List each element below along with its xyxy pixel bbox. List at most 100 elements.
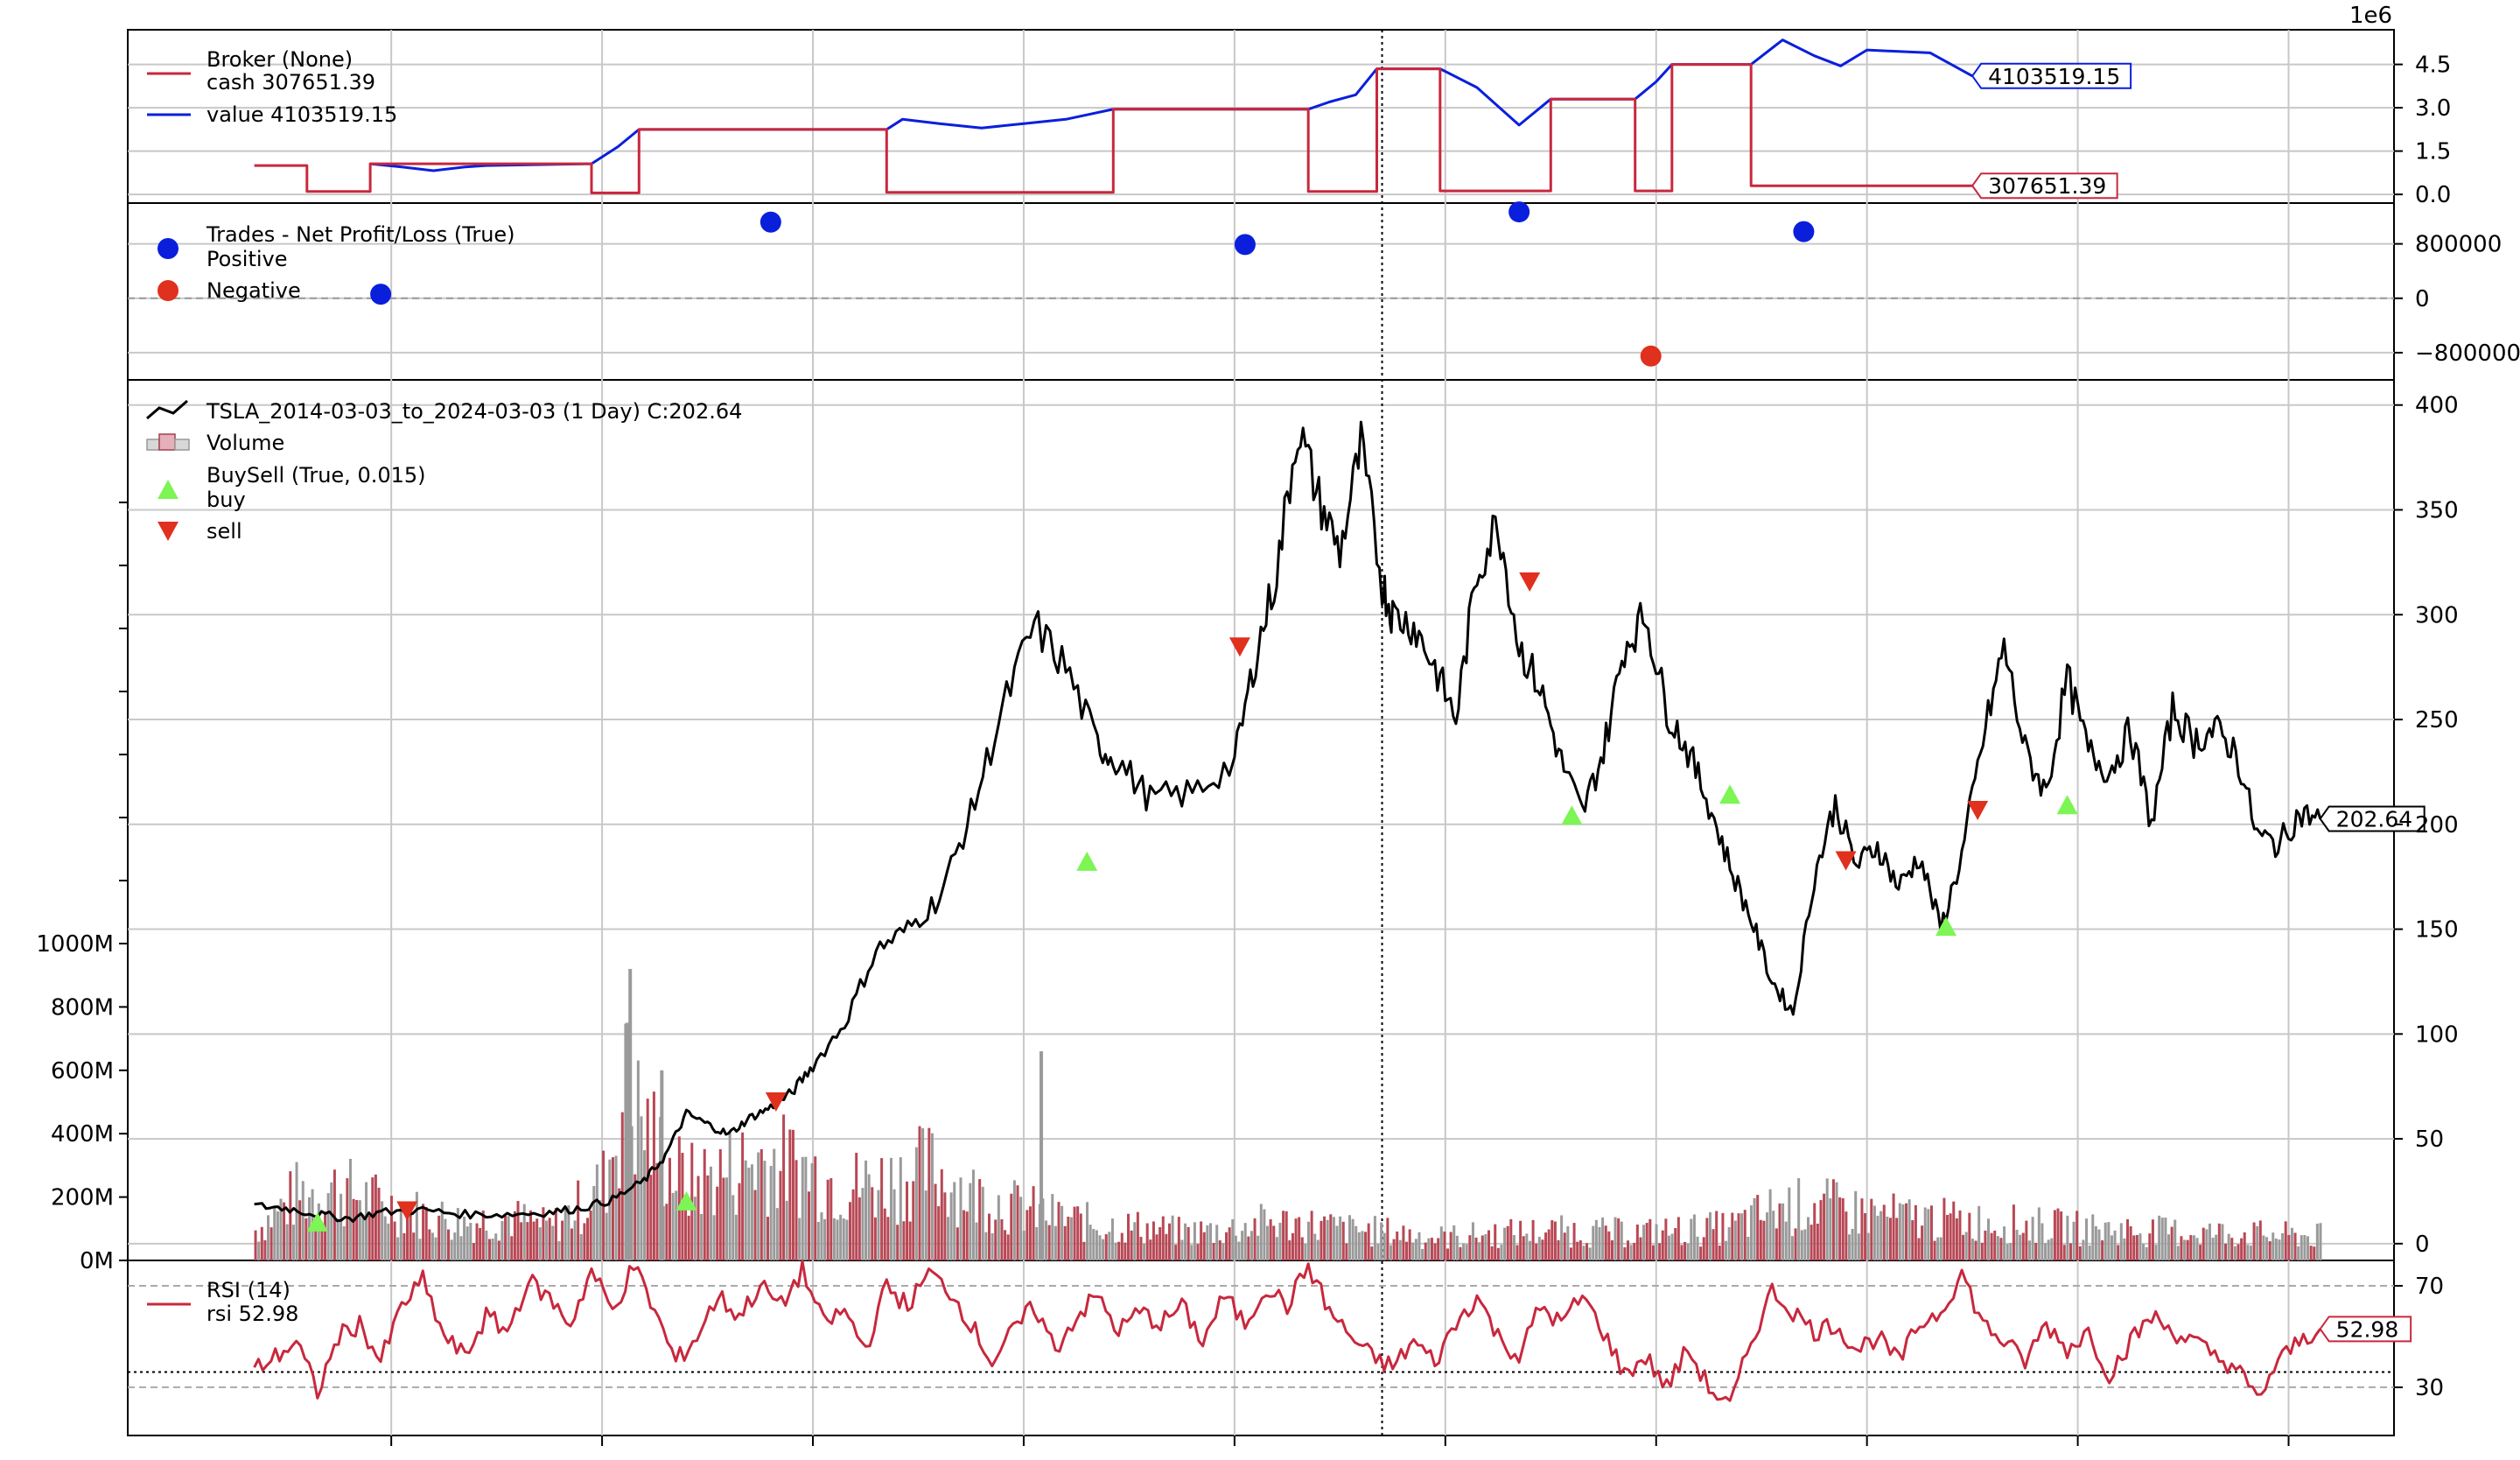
volume-bar	[1035, 1226, 1039, 1260]
volume-bar	[899, 1157, 902, 1260]
volume-bar	[1705, 1218, 1709, 1260]
axis-labels: 0.0 1.5 3.0 4.5 −800000 0 800000 0 50 100 150 200 25…	[36, 53, 2520, 1446]
volume-bar	[1212, 1243, 1215, 1260]
volume-bar	[1847, 1234, 1851, 1260]
volume-bar	[921, 1128, 925, 1260]
volume-bar	[422, 1204, 425, 1260]
volume-bar	[886, 1217, 890, 1260]
volume-bar	[896, 1225, 900, 1260]
volume-bar	[2240, 1238, 2244, 1260]
volume-bar	[254, 1230, 257, 1260]
volume-legend-swatch-mid	[158, 433, 176, 451]
volume-bar	[605, 1212, 608, 1260]
volume-bar	[301, 1181, 304, 1260]
volume-bar	[1851, 1228, 1854, 1260]
volume-bar	[1364, 1232, 1368, 1260]
volume-bar	[1617, 1218, 1620, 1260]
volume-bar	[728, 1131, 732, 1260]
volume-bar	[2145, 1246, 2148, 1260]
volume-bar	[383, 1216, 387, 1260]
volume-bar	[940, 1169, 943, 1260]
volume-bar	[528, 1210, 532, 1260]
volume-bar	[1323, 1216, 1326, 1260]
volume-bar	[1247, 1236, 1250, 1260]
buy-legend-label: buy	[206, 488, 246, 512]
volume-bar	[949, 1192, 953, 1260]
volume-bar	[883, 1208, 886, 1260]
buy-marker	[1076, 851, 1098, 871]
volume-bar	[2195, 1238, 2199, 1260]
volume-bar	[732, 1195, 735, 1260]
volume-bar	[314, 1218, 318, 1260]
volume-bar	[1823, 1193, 1826, 1260]
volume-bar	[1727, 1226, 1731, 1260]
volume-bar	[2066, 1215, 2069, 1260]
volume-bar	[614, 1155, 618, 1260]
rsi-legend-title: RSI (14)	[206, 1278, 290, 1302]
positive-trade-marker	[1793, 221, 1815, 242]
cash-end-label: 307651.39	[1988, 173, 2106, 199]
volume-bar	[2290, 1227, 2293, 1260]
volume-bar	[769, 1166, 773, 1260]
volume-bar	[2154, 1245, 2158, 1260]
volume-bar	[2138, 1233, 2142, 1260]
rsi-end-label: 52.98	[2336, 1316, 2399, 1342]
volume-bar	[1465, 1244, 1468, 1260]
volume-bar	[1572, 1223, 1576, 1260]
volume-bar	[1174, 1245, 1178, 1260]
volume-bar	[2233, 1246, 2236, 1260]
volume-bar	[1816, 1223, 1819, 1260]
volume-bar	[1294, 1218, 1298, 1260]
volume-bar	[1667, 1235, 1670, 1260]
volume-bar	[820, 1212, 823, 1260]
volume-bar	[1225, 1232, 1228, 1260]
volume-bar	[1259, 1204, 1263, 1260]
volume-bar	[1639, 1237, 1642, 1260]
volume-bar	[577, 1180, 580, 1260]
value-legend-label: value 4103519.15	[206, 102, 397, 127]
volume-bar	[387, 1223, 390, 1260]
volume-bar	[858, 1197, 861, 1260]
volume-bar	[1130, 1230, 1133, 1260]
volume-bar	[918, 1126, 921, 1260]
volume-bar	[779, 1170, 782, 1260]
positive-trade-marker	[1508, 201, 1530, 223]
cash-legend-label: cash 307651.39	[206, 70, 375, 95]
volume-bar	[2211, 1238, 2215, 1260]
volume-bar	[1888, 1218, 1892, 1260]
volume-bar	[1200, 1221, 1203, 1260]
volume-bar	[1790, 1236, 1794, 1260]
volume-bar	[956, 1227, 959, 1260]
volume-bar	[2060, 1211, 2063, 1260]
price-y-tick-label: 400	[2415, 393, 2459, 419]
volume-bar	[2189, 1235, 2193, 1260]
volume-bar	[257, 1241, 261, 1260]
broker-legend-title: Broker (None)	[206, 47, 353, 72]
volume-bar	[855, 1153, 858, 1260]
volume-bar	[434, 1237, 438, 1260]
price-y-tick-label: 250	[2415, 707, 2459, 734]
volume-bar	[2278, 1239, 2281, 1260]
volume-bar	[712, 1215, 716, 1260]
volume-bar	[1124, 1242, 1127, 1260]
volume-bar	[1076, 1206, 1080, 1260]
buy-marker	[1561, 805, 1583, 825]
volume-bar	[1054, 1225, 1057, 1260]
volume-bar	[1964, 1232, 1968, 1260]
volume-bar	[1797, 1177, 1801, 1260]
volume-bar	[959, 1177, 962, 1260]
volume-bar	[2101, 1240, 2104, 1260]
volume-bar	[671, 1192, 675, 1260]
volume-bar	[2135, 1234, 2138, 1260]
volume-bar	[1028, 1206, 1032, 1260]
volume-bar	[750, 1164, 753, 1260]
volume-bar	[1984, 1230, 1987, 1260]
volume-bar	[649, 1175, 653, 1260]
volume-bar	[785, 1200, 788, 1260]
volume-bar	[402, 1232, 406, 1260]
volume-bar	[2078, 1246, 2082, 1260]
volume-bar	[1898, 1203, 1901, 1260]
volume-bar	[2256, 1225, 2259, 1260]
volume-bar	[1658, 1243, 1662, 1260]
volume-bar	[1633, 1242, 1636, 1260]
